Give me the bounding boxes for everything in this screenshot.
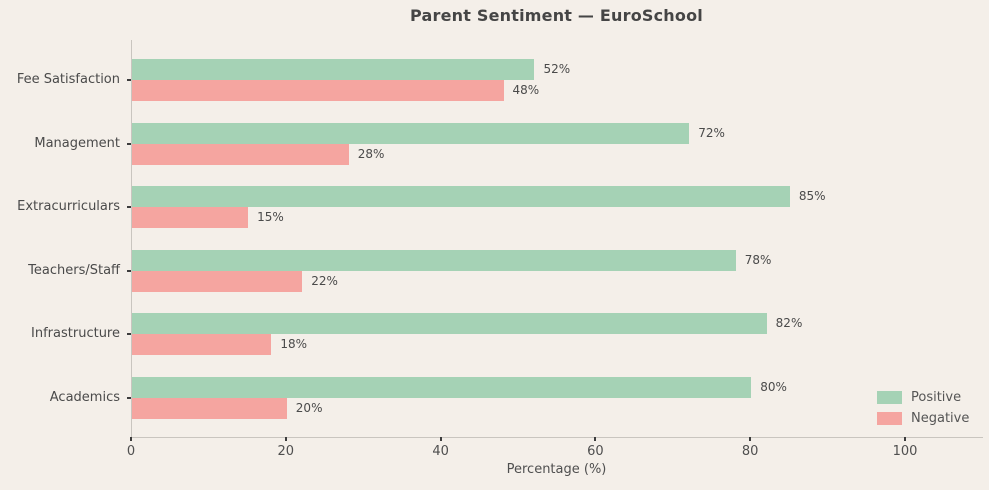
y-tick-label: Extracurriculars <box>17 199 120 214</box>
bar-negative <box>132 334 272 355</box>
y-tick-label: Infrastructure <box>31 326 120 341</box>
y-tick-mark <box>127 206 131 208</box>
y-tick-label: Management <box>34 135 120 151</box>
x-tick-mark <box>130 437 132 441</box>
chart-title: Parent Sentiment — EuroSchool <box>410 6 703 25</box>
x-tick-label: 100 <box>892 444 918 459</box>
x-tick-mark <box>904 437 906 441</box>
x-axis-title: Percentage (%) <box>506 462 607 477</box>
bar-value-label: 48% <box>512 83 540 97</box>
x-tick-mark <box>749 437 752 441</box>
bar-positive <box>132 376 752 398</box>
bar-negative <box>132 270 303 292</box>
bar-negative <box>132 397 287 419</box>
bar-value-label: 78% <box>744 252 772 267</box>
legend-label-positive: Positive <box>911 390 962 405</box>
bar-positive <box>132 186 790 207</box>
bar-negative <box>132 143 349 165</box>
x-tick-label: 80 <box>741 444 759 459</box>
plot-area: 52% 48% 72% 28% 85% 15% 78% 22% 82% 18% 80% 20% <box>131 40 983 438</box>
legend: Positive Negative <box>877 387 969 429</box>
bar-value-label: 18% <box>280 337 307 351</box>
legend-item-negative: Negative <box>877 408 969 429</box>
y-tick-mark <box>127 396 131 399</box>
bar-value-label: 85% <box>798 189 826 203</box>
x-tick-label: 0 <box>126 444 136 459</box>
x-tick-label: 40 <box>432 444 449 459</box>
bar-positive <box>132 249 736 271</box>
y-tick-mark <box>127 142 131 145</box>
bar-value-label: 20% <box>295 400 323 415</box>
bar-value-label: 15% <box>257 210 284 224</box>
x-tick-mark <box>594 437 597 441</box>
bar-value-label: 72% <box>698 125 725 140</box>
legend-label-negative: Negative <box>911 411 970 426</box>
y-tick-mark <box>127 269 131 272</box>
bar-positive <box>132 122 690 144</box>
x-tick-label: 60 <box>587 444 604 459</box>
bar-negative <box>132 207 249 228</box>
bar-positive <box>132 313 767 334</box>
bar-negative <box>132 80 504 101</box>
y-tick-label: Teachers/Staff <box>28 262 120 278</box>
y-tick-label: Fee Satisfaction <box>16 72 120 87</box>
y-tick-mark <box>127 333 131 335</box>
bar-value-label: 22% <box>311 273 338 288</box>
bar-value-label: 52% <box>543 62 571 76</box>
legend-swatch-positive-icon <box>877 391 902 404</box>
y-tick-label: Academics <box>49 389 120 405</box>
y-tick-mark <box>127 79 131 81</box>
legend-swatch-negative-icon <box>877 412 902 425</box>
bar-positive <box>132 59 535 80</box>
bar-value-label: 28% <box>357 146 385 161</box>
legend-item-positive: Positive <box>877 387 969 408</box>
bar-value-label: 82% <box>775 316 803 330</box>
x-tick-mark <box>439 437 442 441</box>
x-tick-mark <box>284 437 287 441</box>
bar-value-label: 80% <box>760 379 787 394</box>
x-tick-label: 20 <box>277 444 295 459</box>
